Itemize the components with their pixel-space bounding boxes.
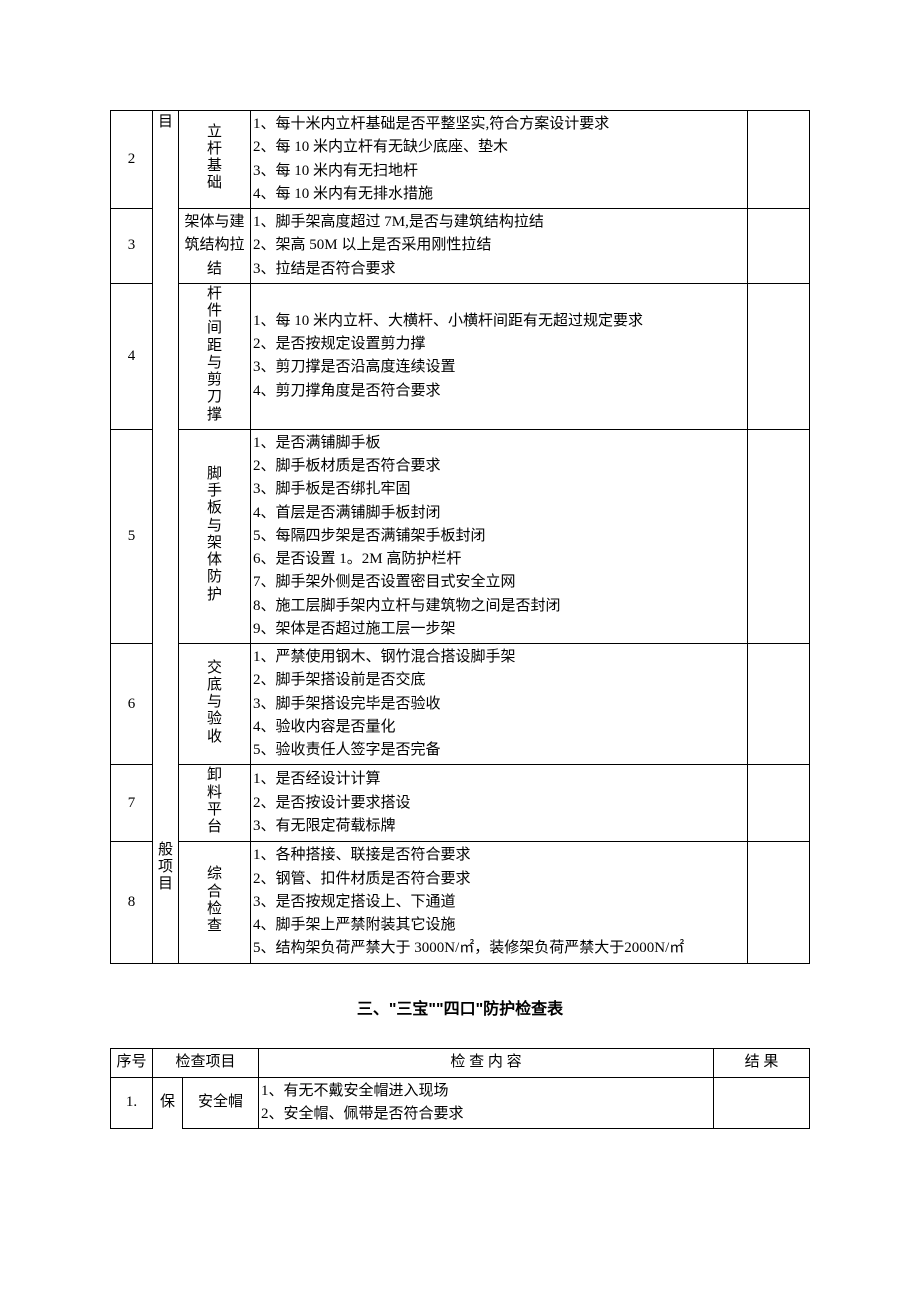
table-row: 6 交 底 与 验 收1、严禁使用钢木、钢竹混合搭设脚手架 2、脚手架搭设前是否交… xyxy=(111,644,810,765)
inspection-item: 架体与建筑结构拉结 xyxy=(179,209,251,284)
row-seq: 3 xyxy=(111,209,153,284)
table-row: 7 卸 料 平 台1、是否经设计计算 2、是否按设计要求搭设 3、有无限定荷载标牌 xyxy=(111,765,810,842)
inspection-content: 1、每十米内立杆基础是否平整坚实,符合方案设计要求 2、每 10 米内立杆有无缺… xyxy=(251,111,748,209)
sanbao-sikou-table: 序号 检查项目 检 查 内 容 结 果 1.保安全帽1、有无不戴安全帽进入现场 … xyxy=(110,1048,810,1129)
inspection-item: 综 合 检 查 xyxy=(179,842,251,963)
result-cell xyxy=(748,283,810,429)
result-cell xyxy=(748,429,810,643)
header-content: 检 查 内 容 xyxy=(259,1049,714,1077)
inspection-content: 1、严禁使用钢木、钢竹混合搭设脚手架 2、脚手架搭设前是否交底 3、脚手架搭设完… xyxy=(251,644,748,765)
inspection-item: 杆 件 间 距 与 剪 刀 撑 xyxy=(179,283,251,429)
table-row: 1.保安全帽1、有无不戴安全帽进入现场 2、安全帽、佩带是否符合要求 xyxy=(111,1077,810,1129)
row-seq: 1. xyxy=(111,1077,153,1129)
row-seq: 7 xyxy=(111,765,153,842)
inspection-content: 1、各种搭接、联接是否符合要求 2、钢管、扣件材质是否符合要求 3、是否按规定搭… xyxy=(251,842,748,963)
row-seq: 8 xyxy=(111,842,153,963)
header-item: 检查项目 xyxy=(153,1049,259,1077)
inspection-item: 立 杆 基 础 xyxy=(179,111,251,209)
header-result: 结 果 xyxy=(714,1049,810,1077)
inspection-content: 1、每 10 米内立杆、大横杆、小横杆间距有无超过规定要求 2、是否按规定设置剪… xyxy=(251,283,748,429)
table-row: 5 脚 手 板 与 架 体 防 护1、是否满铺脚手板 2、脚手板材质是否符合要求 … xyxy=(111,429,810,643)
row-seq: 6 xyxy=(111,644,153,765)
result-cell xyxy=(748,765,810,842)
row-seq: 2 xyxy=(111,111,153,209)
table-header-row: 序号 检查项目 检 查 内 容 结 果 xyxy=(111,1049,810,1077)
result-cell xyxy=(748,644,810,765)
row-seq: 5 xyxy=(111,429,153,643)
inspection-content: 1、是否经设计计算 2、是否按设计要求搭设 3、有无限定荷载标牌 xyxy=(251,765,748,842)
table-row: 8般 项 目综 合 检 查1、各种搭接、联接是否符合要求 2、钢管、扣件材质是否… xyxy=(111,842,810,963)
result-cell xyxy=(748,111,810,209)
category-cell-top: 目 xyxy=(153,111,179,842)
result-cell xyxy=(748,209,810,284)
result-cell xyxy=(714,1077,810,1129)
table-row: 3 架体与建筑结构拉结1、脚手架高度超过 7M,是否与建筑结构拉结 2、架高 50… xyxy=(111,209,810,284)
inspection-content: 1、是否满铺脚手板 2、脚手板材质是否符合要求 3、脚手板是否绑扎牢固 4、首层… xyxy=(251,429,748,643)
table-row: 2目立 杆 基 础1、每十米内立杆基础是否平整坚实,符合方案设计要求 2、每 1… xyxy=(111,111,810,209)
inspection-content: 1、有无不戴安全帽进入现场 2、安全帽、佩带是否符合要求 xyxy=(259,1077,714,1129)
result-cell xyxy=(748,842,810,963)
inspection-item: 卸 料 平 台 xyxy=(179,765,251,842)
inspection-item: 安全帽 xyxy=(183,1077,259,1129)
inspection-content: 1、脚手架高度超过 7M,是否与建筑结构拉结 2、架高 50M 以上是否采用刚性… xyxy=(251,209,748,284)
header-seq: 序号 xyxy=(111,1049,153,1077)
category-cell-bottom: 般 项 目 xyxy=(153,842,179,963)
row-seq: 4 xyxy=(111,283,153,429)
inspection-item: 脚 手 板 与 架 体 防 护 xyxy=(179,429,251,643)
inspection-item: 交 底 与 验 收 xyxy=(179,644,251,765)
category-cell: 保 xyxy=(153,1077,183,1129)
scaffold-inspection-table: 2目立 杆 基 础1、每十米内立杆基础是否平整坚实,符合方案设计要求 2、每 1… xyxy=(110,110,810,964)
section-3-title: 三、"三宝""四口"防护检查表 xyxy=(110,998,810,1023)
table-row: 4 杆 件 间 距 与 剪 刀 撑1、每 10 米内立杆、大横杆、小横杆间距有无超… xyxy=(111,283,810,429)
